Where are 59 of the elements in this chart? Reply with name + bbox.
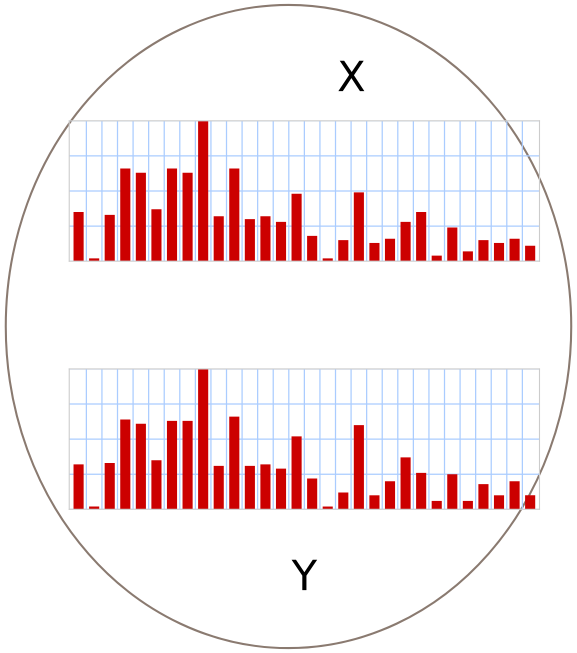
bar	[276, 222, 286, 262]
bar	[400, 222, 411, 262]
bar	[229, 168, 240, 262]
bar	[276, 468, 286, 510]
bar	[104, 463, 115, 510]
bar	[136, 172, 146, 262]
bar	[307, 478, 318, 510]
bar	[214, 216, 224, 262]
bar	[338, 240, 348, 262]
bar	[182, 420, 193, 510]
bar	[151, 209, 162, 262]
bar	[292, 194, 302, 262]
bar	[354, 425, 364, 510]
bar	[478, 484, 488, 510]
bar	[462, 500, 473, 510]
bar	[338, 492, 348, 510]
bar	[260, 216, 270, 262]
bar	[478, 240, 488, 262]
bar	[400, 457, 411, 510]
bar	[384, 481, 396, 510]
bar	[494, 242, 504, 262]
bar	[198, 120, 208, 262]
bar	[244, 466, 255, 510]
bar	[74, 464, 84, 510]
bar	[166, 420, 178, 510]
bar	[151, 460, 162, 510]
bar	[260, 464, 270, 510]
bar	[354, 192, 364, 262]
bar	[525, 246, 536, 262]
bar	[416, 212, 426, 262]
bar	[416, 472, 426, 510]
bar	[525, 495, 536, 510]
bar	[447, 474, 458, 510]
bar	[384, 238, 396, 262]
bar	[307, 236, 318, 262]
bar	[198, 368, 208, 510]
bar	[432, 500, 442, 510]
bar	[229, 416, 240, 510]
chart-title: X	[338, 60, 364, 92]
bar	[182, 172, 193, 262]
bar	[494, 495, 504, 510]
bar	[214, 466, 224, 510]
bar	[369, 242, 380, 262]
bar	[462, 251, 473, 262]
bar	[510, 481, 520, 510]
bar	[74, 212, 84, 262]
bar	[120, 419, 130, 510]
bar	[432, 256, 442, 262]
bar	[166, 168, 178, 262]
bar	[447, 228, 458, 262]
bar	[292, 436, 302, 510]
bar	[104, 214, 115, 262]
bar	[244, 219, 255, 262]
bar	[120, 168, 130, 262]
text: Y	[292, 560, 318, 590]
bar	[322, 506, 333, 510]
bar	[136, 424, 146, 510]
bar	[510, 238, 520, 262]
bar	[369, 495, 380, 510]
